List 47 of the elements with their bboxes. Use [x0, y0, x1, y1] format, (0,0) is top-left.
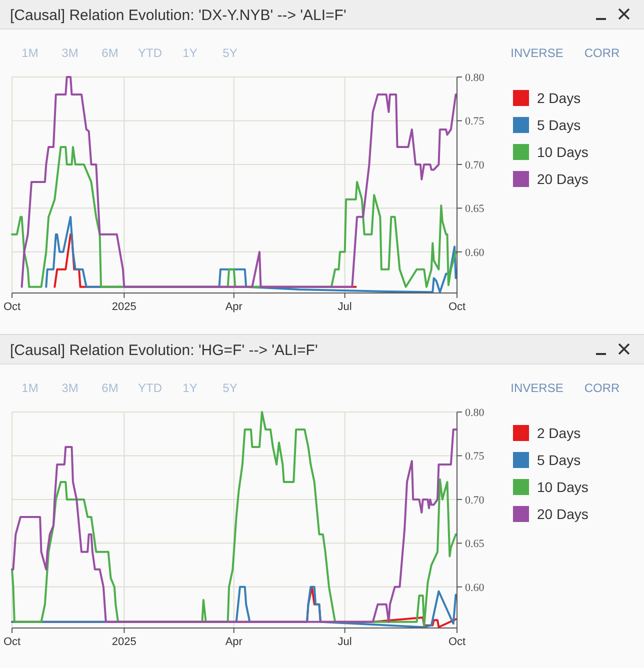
- x-tick-label: Apr: [225, 301, 243, 313]
- legend-label: 2 Days: [537, 425, 581, 441]
- text: 1M: [22, 381, 38, 395]
- y-tick-label: 0.80: [465, 407, 485, 419]
- text: INVERSE: [510, 381, 564, 395]
- x-tick-label: Apr: [225, 636, 243, 648]
- text: 5Y: [222, 46, 238, 60]
- y-tick-label: 0.65: [465, 538, 485, 550]
- y-tick-label: 0.75: [465, 116, 485, 128]
- x-tick-label: Jul: [338, 301, 352, 313]
- y-tick-label: 0.70: [465, 159, 485, 172]
- text: 5Y: [222, 381, 238, 395]
- x-tick-label: Oct: [3, 636, 21, 648]
- chart-title: [Causal] Relation Evolution: 'DX-Y.NYB' --> 'ALI=F': [10, 7, 346, 24]
- y-tick-label: 0.60: [465, 246, 485, 259]
- x-tick-label: Oct: [448, 301, 466, 313]
- y-tick-label: 0.65: [465, 203, 485, 216]
- x-tick-label: 2025: [112, 301, 136, 313]
- text: 1M: [22, 46, 38, 60]
- text: 3M: [62, 381, 78, 395]
- y-tick-label: 0.80: [465, 72, 485, 84]
- text: 6M: [102, 46, 118, 60]
- text: CORR: [584, 46, 620, 60]
- text: 3M: [62, 46, 78, 60]
- legend-label: 20 Days: [537, 171, 588, 187]
- text: CORR: [584, 381, 620, 395]
- legend-label: 10 Days: [537, 479, 588, 495]
- text: INVERSE: [510, 46, 564, 60]
- y-tick-label: 0.70: [465, 494, 485, 506]
- x-tick-label: Oct: [448, 636, 466, 648]
- legend-label: 5 Days: [537, 452, 581, 468]
- legend-label: 2 Days: [537, 90, 581, 106]
- legend-label: 5 Days: [537, 117, 581, 133]
- x-tick-label: Oct: [3, 301, 21, 313]
- x-tick-label: 2025: [112, 636, 136, 648]
- chart-title: [Causal] Relation Evolution: 'HG=F' --> 'ALI=F': [10, 342, 318, 359]
- text: YTD: [138, 46, 162, 60]
- text: YTD: [138, 381, 162, 395]
- y-tick-label: 0.75: [465, 450, 485, 463]
- text: 1Y: [182, 381, 198, 395]
- legend-label: 10 Days: [537, 144, 588, 160]
- x-tick-label: Jul: [338, 636, 352, 648]
- legend-label: 20 Days: [537, 506, 588, 522]
- line-series: [20, 76, 457, 288]
- y-tick-label: 0.60: [465, 582, 485, 594]
- text: 6M: [102, 381, 118, 395]
- text: 1Y: [182, 46, 198, 60]
